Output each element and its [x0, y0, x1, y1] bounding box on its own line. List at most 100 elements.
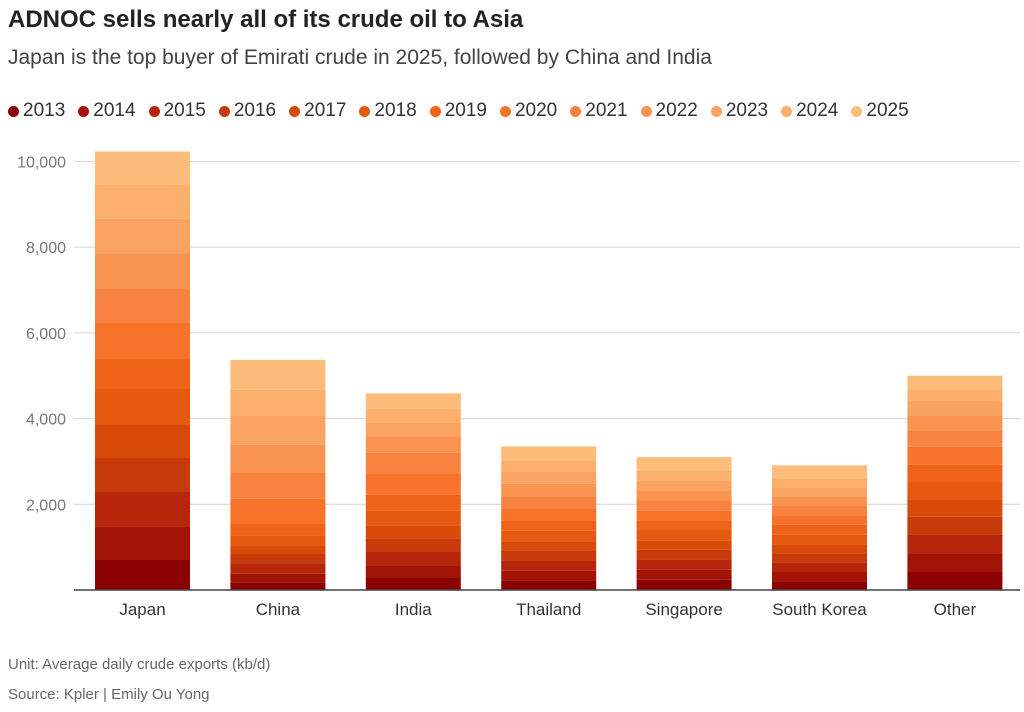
legend-item-2014: 2014: [78, 100, 136, 122]
bar-segment-singapore-2017: [636, 540, 732, 550]
bar-segment-thailand-2015: [501, 560, 597, 571]
legend-label: 2013: [23, 100, 66, 121]
bar-segment-other-2013: [907, 572, 1003, 590]
bar-segment-china-2021: [230, 473, 326, 499]
legend-label: 2016: [233, 100, 277, 121]
legend-item-2020: 2020: [499, 100, 558, 122]
bar-segment-south-korea-2019: [772, 524, 867, 535]
bar-segment-china-2023: [230, 415, 326, 445]
legend-item-2018: 2018: [359, 100, 417, 122]
bar-segment-singapore-2024: [636, 470, 732, 481]
legend-label: 2019: [444, 100, 487, 121]
x-category-label: Singapore: [645, 600, 723, 619]
bar-segment-india-2020: [365, 473, 461, 495]
bar-segment-singapore-2014: [636, 569, 732, 580]
y-tick-label: 4,000: [26, 412, 66, 429]
legend-swatch: [781, 105, 793, 117]
bar-segment-japan-2019: [95, 358, 190, 389]
bar-segment-india-2024: [365, 408, 461, 423]
bar-segment-other-2017: [907, 499, 1003, 517]
bar-segment-singapore-2013: [636, 579, 732, 590]
chart-title: ADNOC sells nearly all of its crude oil …: [8, 6, 524, 33]
bar-segment-other-2019: [907, 464, 1003, 482]
legend-label: 2014: [93, 100, 136, 121]
bar-segment-thailand-2025: [501, 446, 597, 461]
bar-segment-other-2025: [907, 375, 1003, 390]
bar-segment-japan-2025: [95, 151, 190, 185]
bar-segment-south-korea-2022: [772, 496, 867, 506]
bar-segment-other-2023: [907, 401, 1003, 416]
bar-segment-china-2013: [230, 582, 326, 590]
legend-item-2021: 2021: [570, 100, 628, 122]
bar-segment-thailand-2018: [501, 530, 597, 542]
legend-label: 2025: [866, 100, 909, 121]
legend-swatch: [289, 105, 301, 117]
x-category-label: India: [395, 600, 432, 619]
bar-segment-thailand-2021: [501, 496, 597, 509]
legend-label: 2018: [374, 100, 417, 121]
bar-segment-india-2013: [365, 578, 461, 590]
bar-segment-china-2022: [230, 444, 326, 473]
bar-segment-south-korea-2018: [772, 534, 867, 545]
stacked-bar-chart: 2,000 4,000 6,000 8,000 10,000 Japan China Indi…: [17, 151, 1020, 619]
bar-segment-other-2015: [907, 534, 1003, 554]
legend-item-2016: 2016: [218, 100, 277, 122]
legend-item-2017: 2017: [289, 100, 346, 122]
legend-item-2025: 2025: [851, 100, 909, 122]
y-tick-label: 10,000: [17, 154, 66, 171]
legend-item-2023: 2023: [710, 100, 769, 122]
bar-segment-china-2016: [230, 554, 326, 564]
bar-segment-china-2019: [230, 524, 326, 536]
bar-segment-thailand-2024: [501, 460, 597, 472]
chart-subtitle: Japan is the top buyer of Emirati crude …: [8, 46, 712, 69]
bar-segment-singapore-2021: [636, 500, 732, 511]
legend-label: 2021: [585, 100, 628, 121]
legend-swatch: [640, 105, 652, 117]
bar-segment-singapore-2015: [636, 559, 732, 570]
bar-segment-india-2018: [365, 510, 461, 526]
bar-segment-south-korea-2024: [772, 479, 867, 488]
bar-segment-other-2016: [907, 516, 1003, 535]
bar-segment-india-2022: [365, 436, 461, 453]
bar-segment-other-2020: [907, 446, 1003, 465]
bar-segment-thailand-2014: [501, 570, 597, 581]
bar-segment-thailand-2017: [501, 541, 597, 551]
legend-swatch: [851, 105, 863, 117]
bar-segment-thailand-2020: [501, 509, 597, 521]
bar-segment-other-2024: [907, 389, 1003, 401]
bar-segment-india-2015: [365, 551, 461, 566]
bar-segment-india-2017: [365, 525, 461, 539]
y-tick-label: 8,000: [26, 240, 66, 257]
legend-label: 2022: [655, 100, 698, 121]
unit-note: Unit: Average daily crude exports (kb/d): [8, 656, 271, 673]
legend-swatch: [359, 105, 371, 117]
legend-label: 2023: [725, 100, 769, 121]
bar-segment-china-2015: [230, 563, 326, 574]
legend-swatch: [218, 105, 230, 117]
legend-label: 2015: [163, 100, 206, 121]
bar-segment-japan-2022: [95, 254, 190, 289]
legend-item-2013: 2013: [8, 100, 65, 122]
legend-item-2019: 2019: [429, 100, 487, 122]
legend-item-2015: 2015: [148, 100, 206, 122]
source-note: Source: Kpler | Emily Ou Yong: [8, 686, 210, 703]
bar-segment-singapore-2020: [636, 510, 732, 521]
bar-segment-south-korea-2013: [772, 581, 867, 590]
legend-item-2022: 2022: [640, 100, 698, 122]
bar-segment-other-2014: [907, 553, 1003, 572]
bar-segment-japan-2024: [95, 184, 190, 219]
legend-swatch: [78, 105, 90, 117]
bar-segment-thailand-2019: [501, 520, 597, 531]
bar-segment-south-korea-2016: [772, 553, 867, 563]
bar-segment-south-korea-2017: [772, 544, 867, 554]
bar-segment-china-2025: [230, 359, 326, 390]
legend-label: 2024: [796, 100, 839, 121]
bar-segment-india-2019: [365, 494, 461, 511]
x-category-label: Japan: [119, 600, 165, 619]
bar-segment-other-2022: [907, 415, 1003, 431]
bar-segment-japan-2021: [95, 288, 190, 323]
bar-segment-singapore-2016: [636, 549, 732, 560]
legend-label: 2017: [304, 100, 347, 121]
bar-segment-japan-2017: [95, 425, 190, 458]
legend-label: 2020: [514, 100, 558, 121]
